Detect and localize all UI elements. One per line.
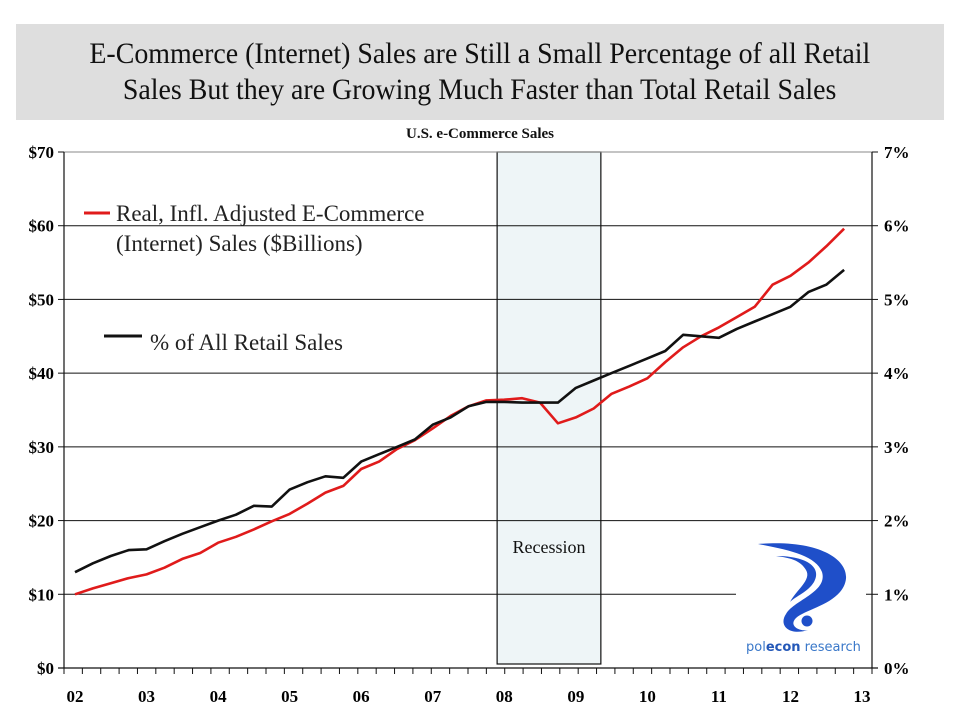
recession-label: Recession <box>512 537 585 557</box>
logo-text: polecon research <box>746 640 861 655</box>
polecon-logo: polecon research <box>736 532 866 660</box>
y-right-tick-label: 6% <box>884 217 910 236</box>
y-left-tick-label: $70 <box>29 143 55 162</box>
series-line-pct-retail <box>74 268 845 574</box>
y-right-tick-label: 3% <box>884 438 910 457</box>
x-tick-label: 13 <box>854 687 871 706</box>
y-left-tick-label: $40 <box>29 364 55 383</box>
headline-banner: E-Commerce (Internet) Sales are Still a … <box>16 24 944 120</box>
y-left-tick-label: $50 <box>29 290 55 309</box>
headline-line-1: E-Commerce (Internet) Sales are Still a … <box>89 37 871 70</box>
x-tick-label: 02 <box>67 687 84 706</box>
y-right-tick-label: 4% <box>884 364 910 383</box>
x-tick-label: 11 <box>711 687 727 706</box>
x-tick-label: 05 <box>281 687 298 706</box>
gridlines <box>64 151 872 595</box>
x-tick-label: 06 <box>353 687 370 706</box>
y-right-tick-label: 0% <box>884 659 910 678</box>
x-tick-label: 12 <box>782 687 799 706</box>
x-tick-label: 09 <box>567 687 584 706</box>
y-right-tick-label: 2% <box>884 512 910 531</box>
legend-label-ecommerce-line2: (Internet) Sales ($Billions) <box>116 231 363 256</box>
y-left-tick-label: $60 <box>29 217 55 236</box>
x-tick-label: 03 <box>138 687 155 706</box>
legend-label-pct-retail: % of All Retail Sales <box>150 330 343 355</box>
y-left-tick-label: $30 <box>29 438 55 457</box>
logo-dot-icon <box>801 615 813 627</box>
y-left-tick-label: $0 <box>37 659 54 678</box>
y-right-tick-label: 1% <box>884 585 910 604</box>
legend: Real, Infl. Adjusted E-Commerce (Internet… <box>84 201 425 355</box>
headline-line-2: Sales But they are Growing Much Faster t… <box>123 73 837 106</box>
y-right-tick-label: 5% <box>884 290 910 309</box>
x-tick-label: 07 <box>424 687 442 706</box>
series-lines <box>74 227 846 596</box>
x-tick-label: 10 <box>639 687 656 706</box>
x-tick-label: 04 <box>210 687 228 706</box>
recession-region: Recession <box>496 151 602 665</box>
logo-swirl-inner-icon <box>776 556 817 602</box>
y-left-tick-label: $20 <box>29 512 55 531</box>
recession-shade <box>496 151 602 665</box>
y-right-tick-label: 7% <box>884 143 910 162</box>
chart-title: U.S. e-Commerce Sales <box>405 126 554 142</box>
logo-swirl-icon <box>758 543 847 632</box>
axes: $0 $10 $20 $30 $40 $50 $60 $70 0% 1% 2% 3% 4% 5% 6% 7% 0… <box>29 143 910 706</box>
y-left-tick-label: $10 <box>29 585 55 604</box>
x-tick-label: 08 <box>496 687 513 706</box>
legend-label-ecommerce-line1: Real, Infl. Adjusted E-Commerce <box>116 201 425 226</box>
